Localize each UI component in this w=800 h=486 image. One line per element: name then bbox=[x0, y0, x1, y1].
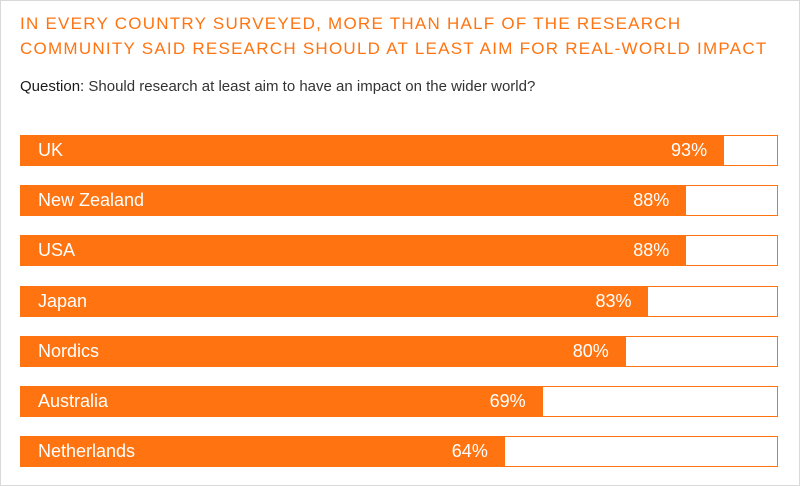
category-label: New Zealand bbox=[38, 190, 145, 210]
category-label: Australia bbox=[38, 391, 109, 411]
value-label: 69% bbox=[489, 391, 526, 411]
bar: Australia 69% bbox=[21, 387, 543, 416]
bar: Japan 83% bbox=[21, 287, 649, 316]
question-label: Question: bbox=[20, 78, 85, 95]
chart-title: In every country surveyed, more than hal… bbox=[20, 14, 768, 58]
category-label: Nordics bbox=[38, 341, 100, 361]
bar-row-new-zealand: New Zealand 88% bbox=[20, 185, 778, 216]
bar-row-japan: Japan 83% bbox=[20, 286, 778, 317]
category-label: Japan bbox=[38, 291, 88, 311]
bar-row-nordics: Nordics 80% bbox=[20, 336, 778, 367]
value-label: 83% bbox=[595, 291, 632, 311]
question-body: Should research at least aim to have an … bbox=[84, 78, 536, 95]
value-label: 80% bbox=[572, 341, 609, 361]
value-label: 88% bbox=[633, 240, 670, 260]
bar-row-netherlands: Netherlands 64% bbox=[20, 436, 778, 467]
bar-row-usa: USA 88% bbox=[20, 235, 778, 266]
question-text: Question: Should research at least aim t… bbox=[20, 77, 780, 97]
value-label: 88% bbox=[633, 190, 670, 210]
bar-row-uk: UK 93% bbox=[20, 135, 778, 166]
bar: USA 88% bbox=[21, 236, 687, 265]
bar: Nordics 80% bbox=[21, 337, 626, 366]
category-label: Netherlands bbox=[38, 441, 136, 461]
value-label: 64% bbox=[451, 441, 488, 461]
category-label: UK bbox=[38, 140, 64, 160]
value-label: 93% bbox=[671, 140, 708, 160]
bar: UK 93% bbox=[21, 136, 725, 165]
bar: New Zealand 88% bbox=[21, 186, 687, 215]
bar: Netherlands 64% bbox=[21, 437, 505, 466]
bar-row-australia: Australia 69% bbox=[20, 386, 778, 417]
category-label: USA bbox=[38, 240, 76, 260]
